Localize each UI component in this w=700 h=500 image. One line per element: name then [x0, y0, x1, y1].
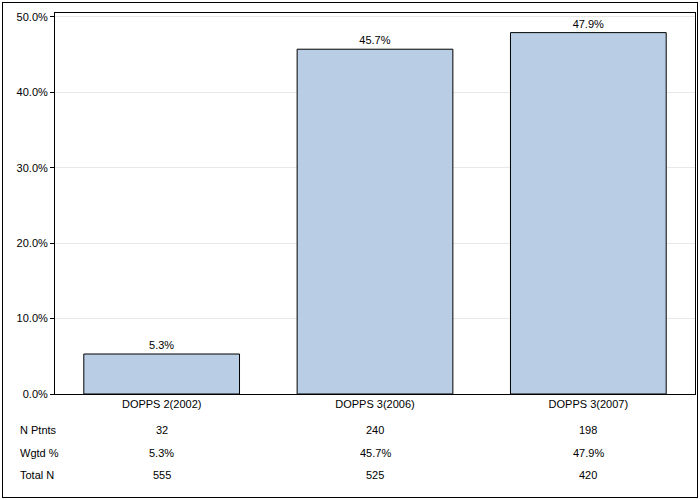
svg-text:50.0%: 50.0% [17, 11, 48, 23]
svg-text:198: 198 [579, 424, 597, 436]
svg-text:10.0%: 10.0% [17, 312, 48, 324]
svg-text:DOPPS 3(2007): DOPPS 3(2007) [549, 398, 628, 410]
svg-text:DOPPS 3(2006): DOPPS 3(2006) [335, 398, 414, 410]
svg-text:45.7%: 45.7% [360, 447, 391, 459]
svg-text:40.0%: 40.0% [17, 86, 48, 98]
svg-text:30.0%: 30.0% [17, 162, 48, 174]
svg-text:47.9%: 47.9% [573, 18, 604, 30]
svg-text:32: 32 [156, 424, 168, 436]
svg-text:5.3%: 5.3% [149, 339, 174, 351]
svg-text:47.9%: 47.9% [573, 447, 604, 459]
svg-text:5.3%: 5.3% [149, 447, 174, 459]
svg-text:Wgtd %: Wgtd % [20, 447, 59, 459]
svg-text:DOPPS 2(2002): DOPPS 2(2002) [122, 398, 201, 410]
svg-text:N Ptnts: N Ptnts [20, 424, 57, 436]
svg-text:420: 420 [579, 469, 597, 481]
svg-text:Total N: Total N [20, 469, 54, 481]
svg-text:555: 555 [153, 469, 171, 481]
svg-text:0.0%: 0.0% [23, 388, 48, 400]
svg-text:240: 240 [366, 424, 384, 436]
svg-text:45.7%: 45.7% [359, 34, 390, 46]
svg-text:20.0%: 20.0% [17, 237, 48, 249]
svg-text:525: 525 [366, 469, 384, 481]
